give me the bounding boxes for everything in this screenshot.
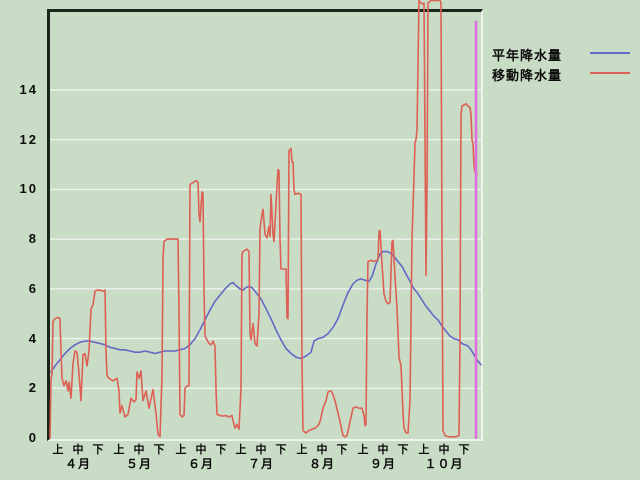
x-tick-label: 上 <box>52 444 64 456</box>
x-tick-label: 中 <box>316 444 328 456</box>
x-tick-label: 中 <box>377 444 389 456</box>
legend-row-moving: 移動降水量 <box>492 65 637 83</box>
x-tick-label: 中 <box>133 444 145 456</box>
series-line-moving-precip <box>49 0 478 439</box>
legend-label-normal: 平年降水量 <box>492 48 563 63</box>
legend-line-normal-icon <box>590 52 630 54</box>
month-label: ６月 <box>187 457 214 471</box>
x-tick-label: 上 <box>235 444 247 456</box>
y-tick-label: 8 <box>28 231 38 247</box>
x-tick-label: 下 <box>92 444 104 456</box>
x-tick-label: 上 <box>175 444 187 456</box>
x-tick-label: 下 <box>153 444 165 456</box>
y-tick-label: 0 <box>28 430 38 445</box>
legend-line-moving-icon <box>590 72 630 74</box>
x-tick-label: 下 <box>397 444 409 456</box>
x-tick-label: 中 <box>255 444 267 456</box>
x-tick-label: 上 <box>357 444 369 456</box>
x-tick-label: 下 <box>458 444 470 456</box>
x-tick-label: 下 <box>215 444 227 456</box>
x-tick-label: 中 <box>438 444 450 456</box>
x-tick-label: 上 <box>296 444 308 456</box>
x-tick-label: 上 <box>113 444 125 456</box>
month-label: ５月 <box>125 457 152 471</box>
legend: 平年降水量 移動降水量 <box>492 45 637 85</box>
plot-frame <box>47 9 483 441</box>
y-tick-label: 4 <box>28 330 38 346</box>
y-tick-label: 14 <box>19 82 38 97</box>
x-tick-label: 中 <box>72 444 84 456</box>
x-tick-label: 中 <box>195 444 207 456</box>
x-tick-label: 下 <box>275 444 287 456</box>
y-tick-label: 10 <box>19 181 38 197</box>
month-label: １０月 <box>424 457 464 471</box>
series-line-normal-precip <box>50 250 482 373</box>
legend-row-normal: 平年降水量 <box>492 45 637 63</box>
month-label: ４月 <box>64 457 91 471</box>
y-tick-label: 6 <box>28 280 38 296</box>
x-tick-label: 下 <box>336 444 348 456</box>
legend-label-moving: 移動降水量 <box>492 68 563 83</box>
month-label: ９月 <box>369 457 396 471</box>
month-label: ８月 <box>308 457 335 471</box>
month-label: ７月 <box>247 457 274 471</box>
y-tick-label: 2 <box>28 380 38 396</box>
y-tick-label: 12 <box>19 131 38 147</box>
x-tick-label: 上 <box>418 444 430 456</box>
